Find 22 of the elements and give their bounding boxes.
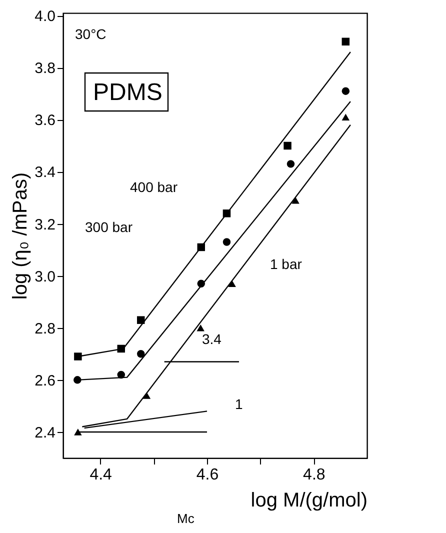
y-tick-label: 2.8 — [34, 320, 56, 338]
y-tick-label: 3.2 — [34, 216, 56, 234]
y-tick-label: 2.6 — [34, 372, 56, 390]
x-tick-label: 4.4 — [90, 466, 112, 484]
text: Mc — [177, 511, 195, 526]
x-tick-label: 4.8 — [303, 466, 326, 484]
x-axis-title: log M/(g/mol) — [250, 490, 368, 512]
annotation: 1 — [235, 396, 243, 412]
y-tick-label: 2.4 — [34, 424, 56, 442]
annotation: 400 bar — [130, 179, 178, 195]
annotation: 30°C — [75, 26, 106, 42]
y-axis-title: log (η₀ /mPas) — [10, 172, 32, 300]
y-tick-label: 3.6 — [34, 112, 56, 130]
annotation: 1 bar — [270, 256, 302, 272]
annotation: 300 bar — [85, 219, 133, 235]
y-tick-label: 3.8 — [34, 60, 56, 78]
annotation: 3.4 — [202, 331, 222, 347]
y-tick-label: 3.4 — [34, 164, 56, 182]
y-tick-label: 3.0 — [34, 268, 56, 286]
x-tick-label: 4.6 — [196, 466, 219, 484]
y-tick-label: 4.0 — [34, 8, 56, 26]
annotation: PDMS — [93, 79, 162, 106]
